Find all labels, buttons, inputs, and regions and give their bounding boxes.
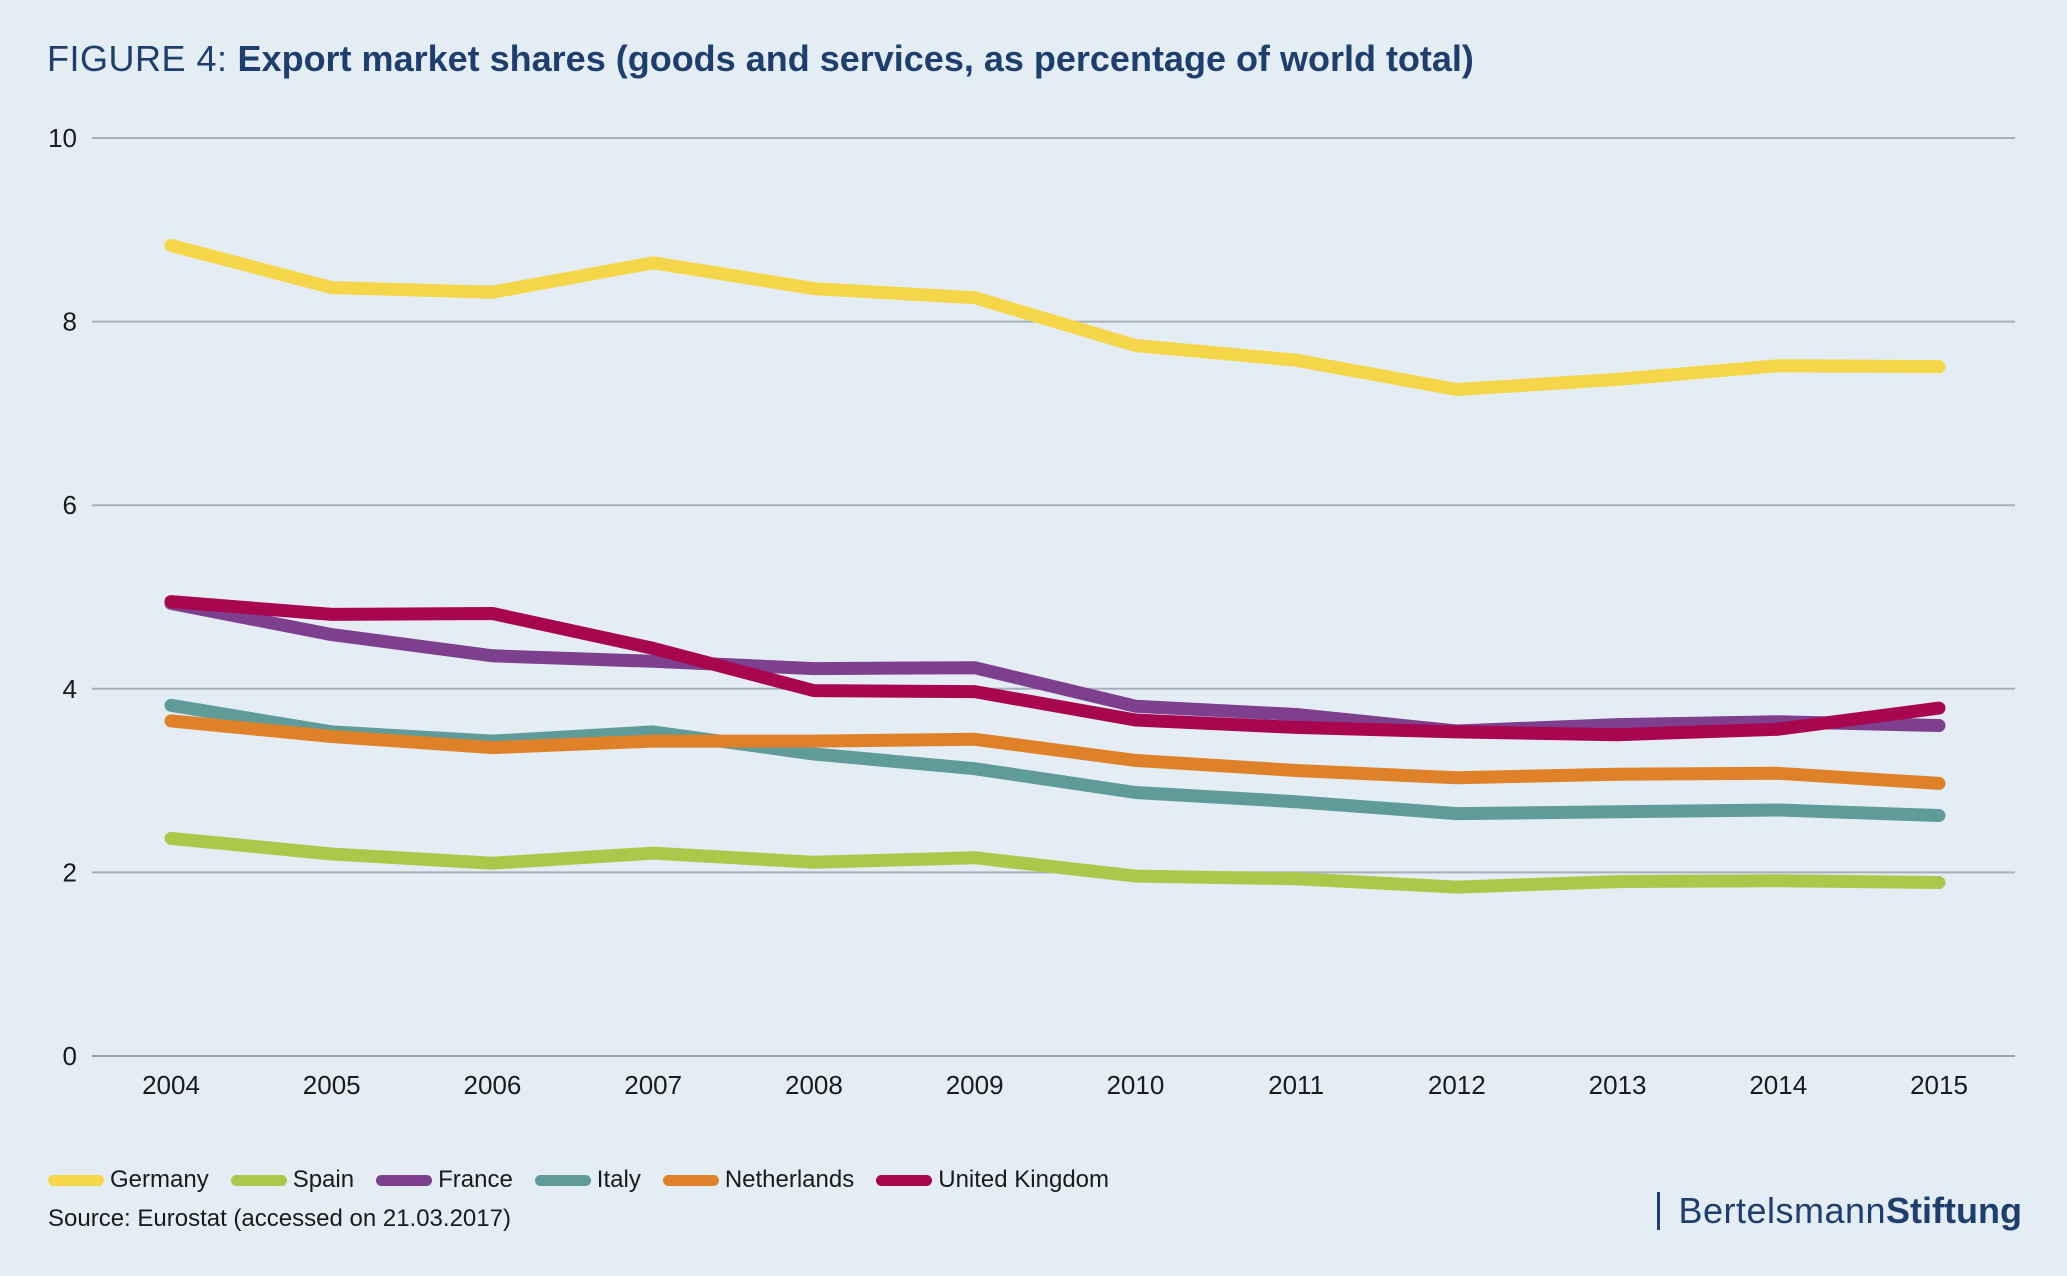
series-line-united-kingdom	[164, 595, 1946, 742]
legend-label: United Kingdom	[938, 1166, 1109, 1193]
x-tick-label: 2009	[946, 1070, 1004, 1100]
x-tick-label: 2005	[303, 1070, 361, 1100]
legend-item: Netherlands	[662, 1166, 855, 1194]
y-tick-label: 2	[63, 857, 77, 887]
y-tick-label: 6	[63, 490, 77, 520]
y-tick-label: 4	[63, 674, 77, 704]
x-tick-label: 2007	[624, 1070, 682, 1100]
x-tick-label: 2015	[1910, 1070, 1968, 1100]
series-line-netherlands	[164, 714, 1946, 790]
chart-legend: Germany Spain France Italy Netherlands United…	[48, 1166, 1131, 1194]
x-tick-label: 2011	[1268, 1070, 1324, 1100]
x-tick-label: 2004	[142, 1070, 200, 1100]
x-tick-label: 2013	[1589, 1070, 1647, 1100]
chart-title-main: Export market shares (goods and services…	[237, 38, 1474, 79]
legend-label: Netherlands	[724, 1166, 855, 1193]
y-tick-label: 8	[63, 307, 77, 337]
legend-label: Germany	[110, 1166, 209, 1193]
legend-swatch	[48, 1174, 104, 1186]
legend-swatch	[662, 1174, 719, 1186]
source-note: Source: Eurostat (accessed on 21.03.2017…	[48, 1205, 511, 1232]
legend-label: Spain	[292, 1166, 355, 1193]
legend-item: Spain	[230, 1166, 355, 1194]
legend-item: France	[376, 1166, 513, 1194]
y-tick-label: 10	[48, 123, 77, 153]
legend-swatch	[534, 1174, 591, 1186]
legend-swatch	[230, 1174, 287, 1186]
y-tick-label: 0	[63, 1041, 77, 1071]
x-tick-label: 2006	[464, 1070, 522, 1100]
x-tick-label: 2012	[1428, 1070, 1486, 1100]
series-line-germany	[164, 238, 1946, 396]
chart-title: FIGURE 4: Export market shares (goods an…	[47, 38, 1474, 80]
bertelsmann-stiftung-logo: Bertelsmann Stiftung	[1657, 1190, 2022, 1232]
legend-label: Italy	[596, 1166, 641, 1193]
x-tick-label: 2014	[1749, 1070, 1807, 1100]
legend-swatch	[876, 1174, 933, 1186]
series-line-spain	[164, 831, 1946, 894]
legend-item: Germany	[48, 1166, 209, 1194]
legend-item: Italy	[534, 1166, 641, 1194]
series-line-france	[164, 596, 1946, 738]
logo-text-bertelsmann: Bertelsmann	[1678, 1190, 1887, 1231]
x-tick-label: 2008	[785, 1070, 843, 1100]
logo-text-stiftung: Stiftung	[1886, 1190, 2022, 1231]
legend-item: United Kingdom	[876, 1166, 1109, 1194]
x-tick-label: 2010	[1106, 1070, 1164, 1100]
legend-label: France	[438, 1166, 513, 1193]
legend-swatch	[376, 1174, 433, 1186]
chart-title-prefix: FIGURE 4:	[47, 38, 228, 79]
logo-divider	[1657, 1192, 1661, 1230]
